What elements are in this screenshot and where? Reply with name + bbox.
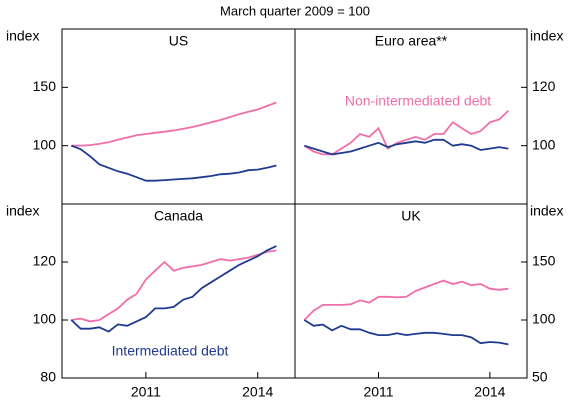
x-tick-label: 2014 <box>242 384 273 400</box>
y-tick-label: 150 <box>532 253 556 269</box>
y-axis-label: index <box>530 28 563 44</box>
panel-title: Euro area** <box>375 33 448 49</box>
chart-subtitle: March quarter 2009 = 100 <box>220 3 370 18</box>
series-line <box>70 144 277 182</box>
panel-title: Canada <box>154 208 203 224</box>
y-tick-label: 100 <box>532 136 556 152</box>
series-line <box>303 279 509 321</box>
annotation: Non-intermediated debt <box>345 93 491 109</box>
y-tick-label: 100 <box>33 311 57 327</box>
y-tick-label: 100 <box>33 136 57 152</box>
series-line <box>71 101 277 147</box>
panel-title: US <box>169 33 188 49</box>
series-line <box>70 245 277 333</box>
panel-title: UK <box>401 208 421 224</box>
series-line <box>304 138 509 156</box>
annotation: Intermediated debt <box>112 343 229 359</box>
x-tick-label: 2014 <box>474 384 505 400</box>
y-axis-label: index <box>530 203 563 219</box>
y-tick-label: 80 <box>40 369 56 385</box>
y-tick-label: 150 <box>33 78 57 94</box>
series-line <box>303 319 509 346</box>
y-tick-label: 120 <box>532 78 556 94</box>
y-tick-label: 100 <box>532 311 556 327</box>
y-tick-label: 50 <box>532 369 548 385</box>
x-tick-label: 2011 <box>363 384 393 400</box>
y-axis-label: index <box>6 203 39 219</box>
y-tick-label: 120 <box>33 253 57 269</box>
series-line <box>303 110 510 156</box>
series-line <box>71 249 277 323</box>
y-axis-label: index <box>6 28 39 44</box>
x-tick-label: 2011 <box>131 384 161 400</box>
